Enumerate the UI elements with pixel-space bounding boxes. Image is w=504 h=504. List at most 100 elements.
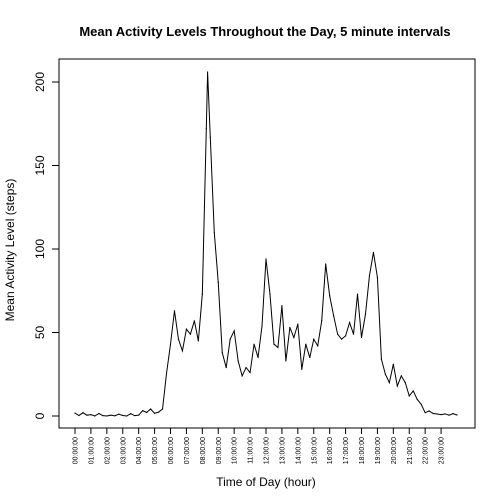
data-point	[384, 373, 386, 375]
data-point	[313, 338, 315, 340]
data-point	[352, 333, 355, 335]
data-point	[102, 415, 104, 417]
data-point	[161, 408, 164, 410]
data-point	[138, 414, 140, 416]
data-point	[213, 231, 215, 233]
x-axis-label: Time of Day (hour)	[216, 475, 316, 489]
data-point	[333, 315, 335, 317]
data-point	[376, 276, 379, 278]
data-point	[297, 323, 299, 325]
x-tick-label: 17:00:00	[343, 437, 350, 464]
data-point	[229, 338, 231, 340]
data-point	[181, 350, 184, 352]
x-tick-label: 06:00:00	[168, 437, 175, 464]
series-points	[74, 71, 458, 417]
data-point	[273, 343, 275, 345]
data-point	[134, 415, 136, 417]
data-point	[269, 293, 271, 295]
data-point	[86, 414, 88, 416]
data-point	[444, 413, 446, 415]
data-point	[293, 336, 295, 339]
data-point	[392, 363, 394, 365]
x-tick-label: 21:00:00	[407, 437, 414, 464]
data-point	[165, 372, 168, 375]
activity-series-line	[74, 71, 458, 417]
data-point	[380, 358, 382, 360]
data-point	[317, 345, 319, 347]
x-tick-label: 01:00:00	[88, 437, 95, 464]
data-point	[201, 293, 203, 295]
data-point	[396, 385, 398, 387]
data-point	[424, 412, 426, 414]
data-point	[364, 313, 367, 315]
data-point	[436, 413, 438, 415]
data-point	[440, 414, 442, 416]
x-tick-label: 09:00:00	[216, 437, 223, 464]
data-point	[253, 343, 255, 345]
data-point	[360, 336, 363, 339]
y-tick-label: 50	[33, 326, 47, 340]
chart-title: Mean Activity Levels Throughout the Day,…	[79, 24, 450, 39]
data-point	[193, 320, 195, 322]
x-tick-label: 00:00:00	[73, 437, 80, 464]
y-axis: 0 50 100 150 200	[33, 72, 60, 419]
data-point	[142, 410, 144, 412]
data-point	[372, 251, 375, 253]
x-tick-label: 13:00:00	[279, 437, 286, 464]
data-point	[448, 414, 450, 416]
x-tick-label: 20:00:00	[391, 437, 398, 464]
data-point	[225, 366, 227, 369]
data-point	[368, 275, 371, 277]
data-point	[309, 356, 311, 359]
data-point	[169, 343, 172, 345]
data-point	[185, 328, 188, 330]
data-point	[209, 136, 211, 138]
x-tick-label: 08:00:00	[200, 437, 207, 464]
x-tick-label: 05:00:00	[152, 437, 159, 464]
x-tick-label: 02:00:00	[104, 437, 111, 464]
data-point	[110, 414, 112, 416]
data-point	[432, 412, 434, 415]
data-point	[344, 335, 347, 337]
data-point	[114, 415, 116, 417]
data-point	[126, 415, 128, 417]
plot-area-frame	[58, 58, 476, 429]
data-point	[78, 414, 80, 417]
data-point	[157, 411, 160, 413]
data-point	[408, 395, 410, 397]
data-point	[420, 403, 422, 405]
x-tick-label: 19:00:00	[375, 437, 382, 464]
y-tick-label: 0	[33, 412, 47, 419]
data-point	[98, 412, 100, 415]
data-point	[305, 343, 307, 345]
data-point	[348, 321, 351, 324]
data-point	[146, 411, 148, 414]
data-point	[281, 305, 283, 307]
data-point	[237, 360, 239, 362]
data-point	[106, 415, 108, 417]
data-point	[245, 366, 247, 369]
data-point	[412, 390, 414, 392]
y-tick-label: 200	[33, 72, 47, 92]
x-tick-label: 23:00:00	[439, 437, 446, 464]
data-point	[189, 333, 191, 335]
data-point	[257, 356, 259, 359]
y-tick-label: 150	[33, 155, 47, 175]
data-point	[329, 295, 331, 297]
data-point	[277, 346, 279, 349]
data-point	[249, 371, 251, 374]
data-point	[197, 340, 199, 342]
x-tick-label: 14:00:00	[295, 437, 302, 464]
data-point	[94, 415, 96, 417]
data-point	[173, 310, 176, 312]
x-tick-label: 22:00:00	[423, 437, 430, 464]
data-point	[261, 325, 263, 327]
data-point	[341, 338, 343, 340]
data-point	[118, 413, 120, 415]
data-point	[388, 382, 390, 384]
data-point	[356, 293, 359, 295]
data-point	[337, 333, 339, 335]
y-axis-label: Mean Activity Level (steps)	[3, 179, 17, 322]
data-point	[325, 263, 327, 265]
